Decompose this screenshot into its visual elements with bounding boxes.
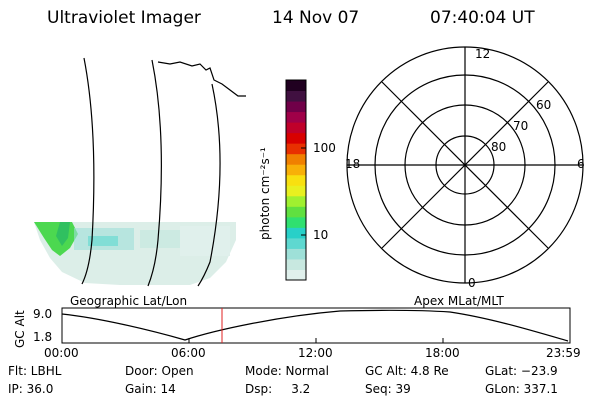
- colorbar-tick-100: 100: [313, 141, 336, 155]
- meridian-line-3: [197, 83, 221, 287]
- colorbar-segment: [286, 216, 306, 228]
- map-caption: Geographic Lat/Lon: [70, 294, 188, 308]
- colorbar-segment: [286, 174, 306, 186]
- colorbar-segment: [286, 258, 306, 270]
- xtick-2359: 23:59: [546, 346, 581, 360]
- door-status: Door: Open: [125, 364, 194, 378]
- colorbar-segment: [286, 101, 306, 113]
- altitude-ytick-bottom: 1.8: [33, 330, 53, 344]
- instrument-title: Ultraviolet Imager: [47, 8, 201, 28]
- polar-grid: [346, 46, 584, 284]
- colorbar-segment: [286, 90, 306, 102]
- filter-status: Flt: LBHL: [8, 364, 62, 378]
- altitude-ytick-top: 9.0: [33, 307, 53, 321]
- altitude-plot: [61, 307, 571, 344]
- colorbar-segment: [286, 248, 306, 260]
- colorbar-segment: [286, 206, 306, 218]
- colorbar-segment: [286, 143, 306, 155]
- colorbar-segment: [286, 195, 306, 207]
- altitude-curve: [61, 309, 569, 342]
- colorbar-segment: [286, 111, 306, 123]
- colorbar-segment: [286, 269, 306, 281]
- seq-status: Seq: 39: [365, 382, 411, 396]
- ip-status: IP: 36.0: [8, 382, 54, 396]
- glon-status: GLon: 337.1: [485, 382, 558, 396]
- coastline: [157, 61, 246, 97]
- lat-label-70: 70: [513, 119, 529, 133]
- xtick-0600: 06:00: [171, 346, 206, 360]
- mlt-label-12: 12: [475, 47, 491, 61]
- dsp-status: Dsp: 3.2: [245, 382, 311, 396]
- colorbar-tick-10: 10: [313, 228, 329, 242]
- polar-caption: Apex MLat/MLT: [414, 294, 504, 308]
- color-scale-bar: [286, 80, 306, 281]
- colorbar-segment: [286, 185, 306, 197]
- mode-status: Mode: Normal: [245, 364, 329, 378]
- xtick-1800: 18:00: [425, 346, 460, 360]
- gain-status: Gain: 14: [125, 382, 176, 396]
- meridian-line-2: [147, 59, 162, 287]
- colorbar-segment: [286, 80, 306, 92]
- lat-label-80: 80: [491, 140, 507, 154]
- xtick-1200: 12:00: [298, 346, 333, 360]
- aurora-image: [34, 222, 236, 285]
- colorbar-segment: [286, 132, 306, 144]
- date-label: 14 Nov 07: [272, 8, 360, 28]
- colorbar-segment: [286, 237, 306, 249]
- altitude-ylabel: GC Alt: [13, 310, 27, 348]
- colorbar-segment: [286, 227, 306, 239]
- lat-label-60: 60: [536, 98, 552, 112]
- mlt-label-18: 18: [345, 157, 361, 171]
- mlt-label-0: 0: [468, 276, 476, 290]
- mlt-label-6: 6: [577, 157, 585, 171]
- colorbar-unit-label: photon cm⁻²s⁻¹: [258, 147, 272, 240]
- colorbar-segment: [286, 153, 306, 165]
- meridian-line-1: [81, 57, 95, 285]
- colorbar-segment: [286, 164, 306, 176]
- colorbar-segment: [286, 122, 306, 134]
- xtick-0000: 00:00: [44, 346, 79, 360]
- time-label: 07:40:04 UT: [430, 8, 535, 28]
- glat-status: GLat: −23.9: [485, 364, 558, 378]
- gc-alt-status: GC Alt: 4.8 Re: [365, 364, 449, 378]
